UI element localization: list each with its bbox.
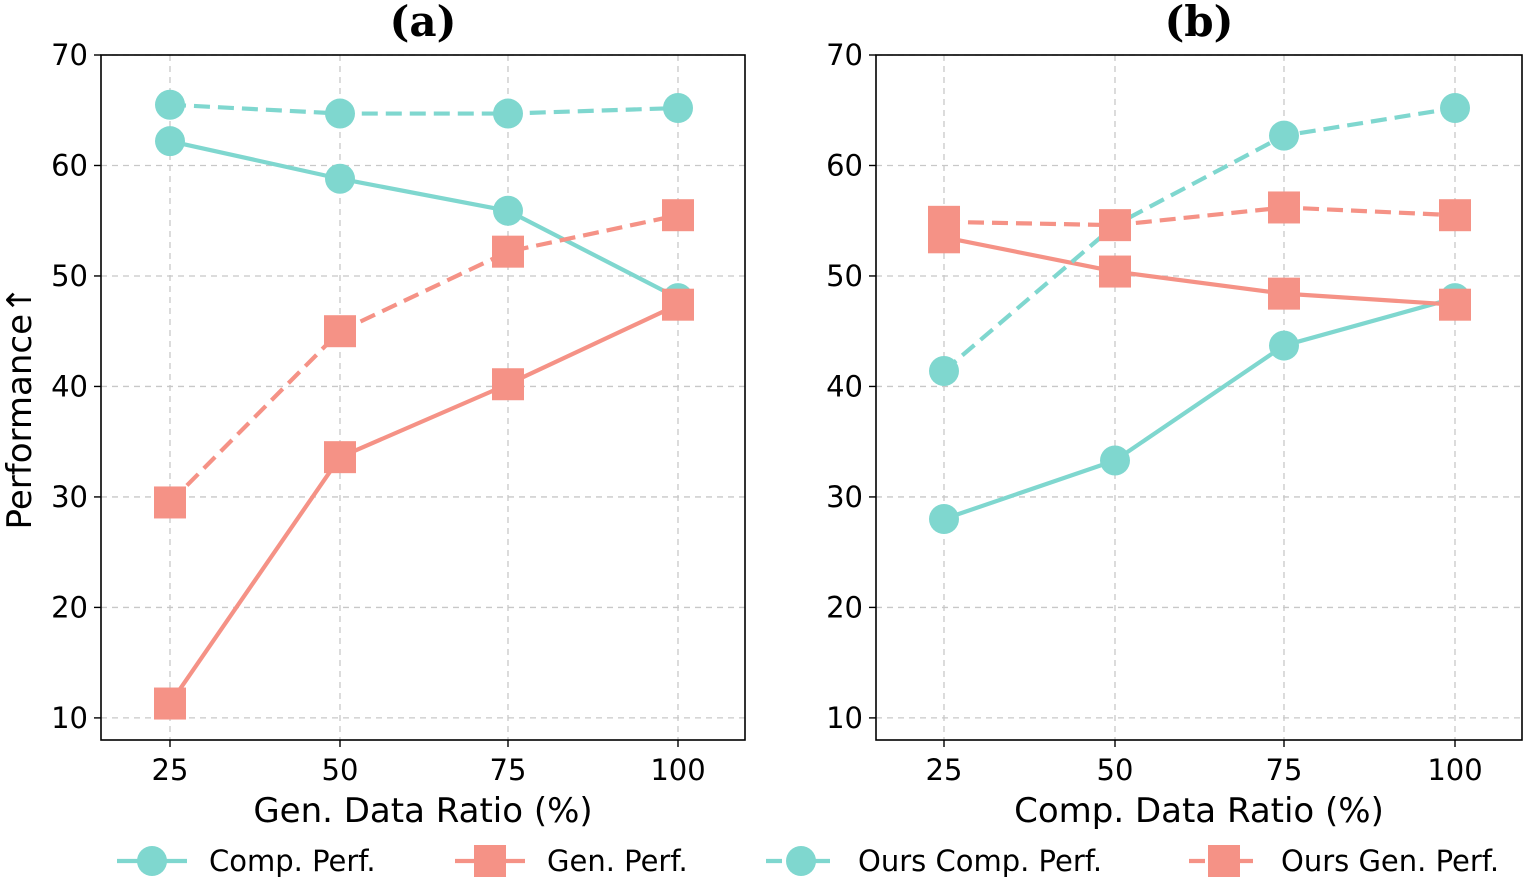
plot-frame [100, 54, 746, 741]
y-tick-label: 10 [51, 701, 88, 735]
series-line [942, 105, 1456, 373]
series-line [943, 235, 1456, 307]
data-point-circle [155, 126, 185, 157]
legend-label: Gen. Perf. [547, 844, 688, 878]
data-point-circle [1269, 330, 1299, 361]
data-point-square [1099, 209, 1131, 242]
data-point-square [1439, 199, 1471, 232]
series-line [943, 296, 1456, 522]
data-point-circle [493, 98, 523, 129]
data-point-square [1099, 255, 1131, 288]
data-point-square [928, 205, 960, 238]
series-line [168, 213, 679, 504]
x-axis-label: Gen. Data Ratio (%) [253, 791, 592, 831]
data-point-circle [929, 355, 959, 386]
series-line [169, 102, 679, 116]
y-tick-label: 30 [51, 480, 88, 514]
data-point-circle [663, 93, 693, 124]
y-tick-label: 70 [826, 38, 863, 72]
panel-title: (b) [1164, 0, 1233, 46]
data-point-square [1268, 191, 1300, 224]
data-point-square [324, 315, 356, 348]
legend-marker-square [474, 845, 506, 877]
x-axis-label: Comp. Data Ratio (%) [1014, 791, 1384, 831]
x-tick-label: 100 [1427, 753, 1482, 787]
y-tick-label: 30 [826, 480, 863, 514]
x-tick-label: 75 [490, 753, 527, 787]
data-point-square [492, 368, 524, 401]
legend-marker-square [1208, 845, 1240, 877]
data-point-square [154, 687, 186, 720]
data-point-circle [929, 504, 959, 535]
x-tick-label: 25 [152, 753, 189, 787]
data-point-square [154, 486, 186, 519]
y-tick-label: 50 [51, 259, 88, 293]
y-tick-label: 20 [826, 590, 863, 624]
plot-frame [875, 54, 1523, 741]
data-point-square [492, 235, 524, 268]
y-tick-label: 60 [826, 148, 863, 182]
y-tick-label: 10 [826, 701, 863, 735]
series-line [169, 139, 679, 300]
panel-a: 10 20 30 40 50 60 70 25 50 75 100 (a) Gen. Data Rati… [0, 0, 746, 831]
x-tick-label: 75 [1266, 753, 1303, 787]
data-point-circle [1269, 120, 1299, 151]
legend-marker-circle [786, 846, 816, 876]
y-tick-label: 60 [51, 148, 88, 182]
series-line [943, 205, 1456, 228]
panel-title: (a) [390, 0, 457, 46]
data-point-square [1268, 277, 1300, 310]
legend: Comp. Perf. Gen. Perf. Ours Comp. Perf. Our… [117, 844, 1499, 878]
y-tick-label: 50 [826, 259, 863, 293]
data-point-square [662, 199, 694, 232]
y-axis-label: Performance↑ [0, 286, 40, 530]
legend-label: Comp. Perf. [209, 844, 376, 878]
legend-label: Ours Comp. Perf. [858, 844, 1102, 878]
y-tick-label: 70 [51, 38, 88, 72]
data-point-circle [1440, 93, 1470, 124]
y-tick-label: 20 [51, 590, 88, 624]
x-tick-label: 25 [926, 753, 963, 787]
x-tick-label: 50 [322, 753, 359, 787]
legend-marker-circle [137, 846, 167, 876]
series-line [168, 302, 679, 705]
y-tick-label: 40 [51, 369, 88, 403]
data-point-square [662, 288, 694, 321]
data-point-circle [493, 195, 523, 226]
data-point-circle [325, 163, 355, 194]
y-tick-label: 40 [826, 369, 863, 403]
legend-label: Ours Gen. Perf. [1281, 844, 1499, 878]
data-point-square [1439, 288, 1471, 321]
panel-b: 10 20 30 40 50 60 70 25 50 75 100 (b) Comp. Data Rat… [826, 0, 1523, 831]
data-point-circle [155, 89, 185, 120]
x-tick-label: 100 [650, 753, 705, 787]
data-point-circle [325, 98, 355, 129]
data-point-square [324, 441, 356, 474]
data-point-circle [1100, 445, 1130, 476]
x-tick-label: 50 [1097, 753, 1134, 787]
